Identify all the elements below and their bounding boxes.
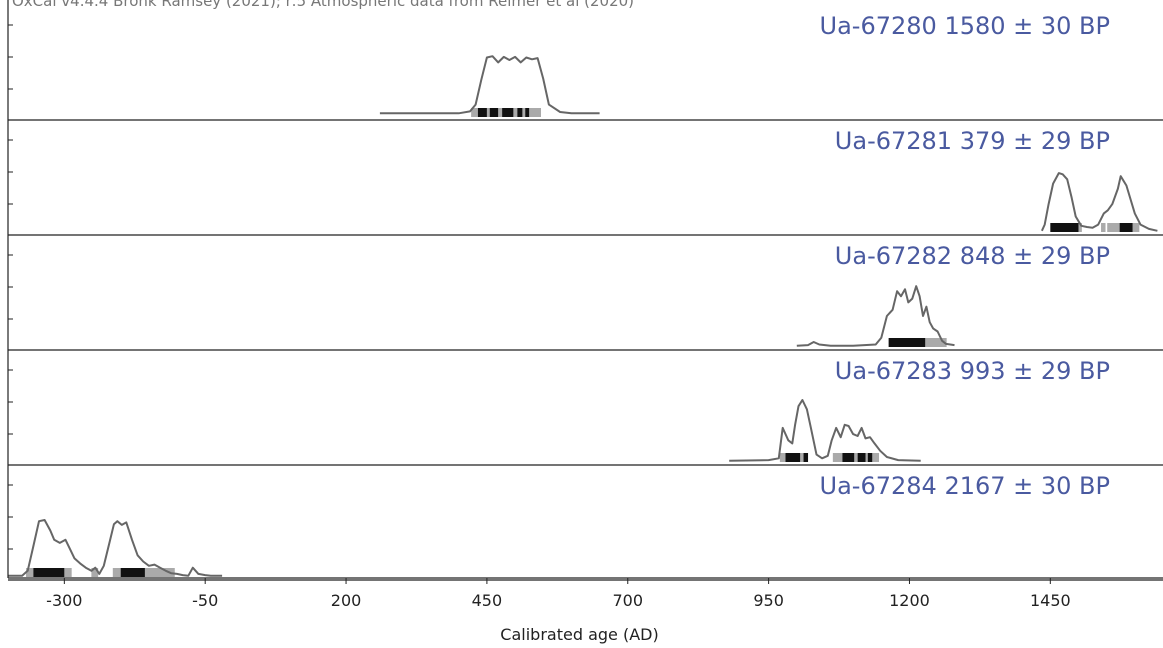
x-tick-label: 950 [753,591,784,610]
probability-curve [729,399,921,462]
sample-label: Ua-67283 993 ± 29 BP [835,357,1110,385]
probability-range-68 [867,453,873,462]
probability-range-95 [26,568,34,577]
probability-range-95 [144,568,175,577]
sample-label: Ua-67284 2167 ± 30 BP [820,472,1110,500]
probability-range-95 [872,453,880,462]
probability-range-68 [120,568,145,577]
sample-panel: Ua-67283 993 ± 29 BP [8,357,1163,466]
sample-panels: Ua-67280 1580 ± 30 BP Ua-67281 379 ± 29 B… [7,0,1163,581]
sample-label: Ua-67280 1580 ± 30 BP [820,12,1110,40]
x-axis: -300 -50 200 450 700 950 1200 1450 [8,577,1163,610]
probability-range-68 [785,453,801,462]
probability-curve [8,519,223,577]
x-tick-label: 1450 [1030,591,1071,610]
x-tick-label: 1200 [889,591,930,610]
probability-range-95 [1132,223,1140,232]
x-tick-label: 200 [331,591,362,610]
sample-label: Ua-67282 848 ± 29 BP [835,242,1110,270]
probability-range-95 [925,338,947,347]
probability-range-68 [33,568,65,577]
sample-panel: Ua-67281 379 ± 29 BP [8,127,1163,236]
sample-panel: Ua-67282 848 ± 29 BP [8,242,1163,351]
probability-range-95 [112,568,121,577]
probability-range-95 [91,568,99,577]
probability-range-68 [502,108,514,117]
probability-curve [379,55,600,115]
probability-range-95 [1107,223,1120,232]
probability-range-68 [857,453,866,462]
probability-range-95 [64,568,72,577]
sample-panel: Ua-67280 1580 ± 30 BP [8,12,1163,121]
probability-range-68 [1119,223,1133,232]
x-tick-label: 450 [472,591,503,610]
probability-curve [1040,172,1158,232]
probability-range-68 [1050,223,1079,232]
probability-range-95 [1101,223,1106,232]
probability-range-95 [486,108,490,117]
probability-range-68 [489,108,499,117]
probability-range-68 [477,108,487,117]
x-tick-label: 700 [612,591,643,610]
probability-range-95 [513,108,518,117]
x-axis-title: Calibrated age (AD) [500,625,658,644]
probability-range-95 [471,108,478,117]
calibration-caption: OxCal v4.4.4 Bronk Ramsey (2021); r:5 At… [12,0,635,10]
x-tick-label: -300 [46,591,82,610]
probability-curve [796,285,955,347]
probability-range-95 [498,108,503,117]
probability-range-95 [865,453,868,462]
x-tick-label: -50 [192,591,218,610]
probability-range-95 [779,453,786,462]
probability-range-95 [854,453,858,462]
probability-range-95 [522,108,526,117]
probability-range-95 [1078,223,1082,232]
sample-label: Ua-67281 379 ± 29 BP [835,127,1110,155]
probability-range-68 [517,108,523,117]
probability-range-95 [832,453,843,462]
probability-range-68 [803,453,809,462]
probability-range-68 [842,453,855,462]
sample-panel: Ua-67284 2167 ± 30 BP [8,472,1163,581]
probability-range-68 [888,338,926,347]
probability-range-95 [529,108,541,117]
probability-range-95 [800,453,804,462]
probability-range-68 [525,108,530,117]
